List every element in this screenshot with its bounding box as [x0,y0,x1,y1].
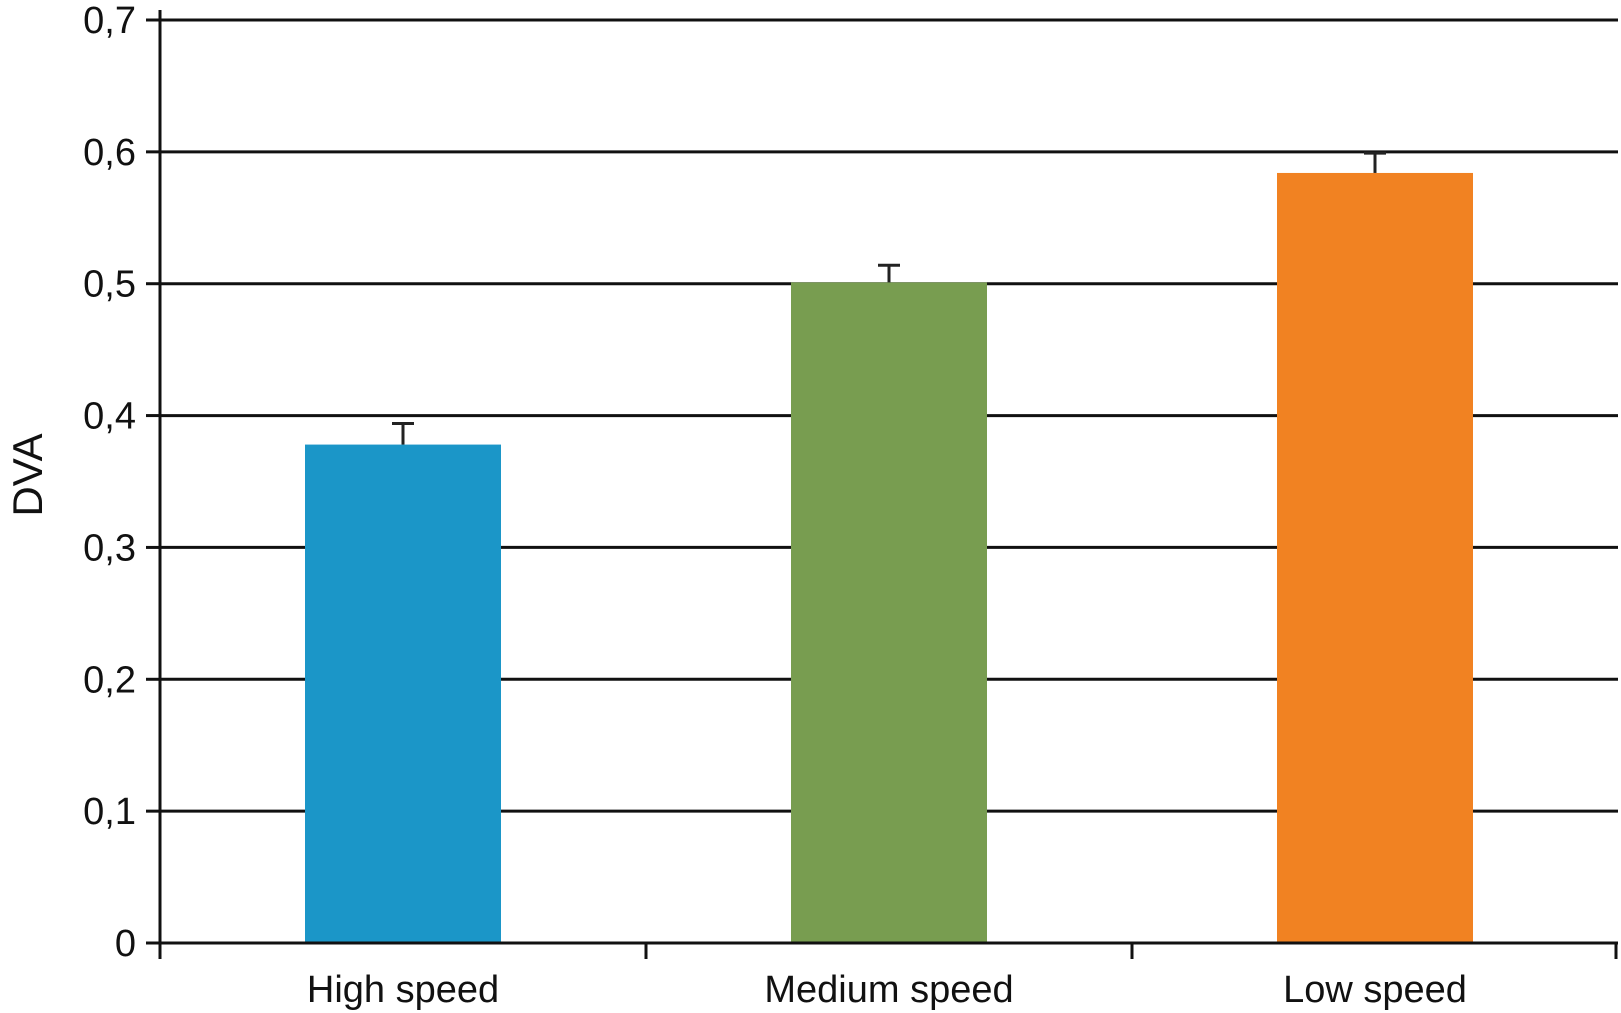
bar [305,444,501,943]
y-axis-title: DVA [4,433,51,516]
y-tick-label: 0,1 [83,791,136,833]
y-tick-label: 0,3 [83,527,136,569]
y-tick-label: 0,5 [83,264,136,306]
y-tick-label: 0,6 [83,132,136,174]
y-tick-labels: 0 0,1 0,2 0,3 0,4 0,5 0,6 0,7 [83,0,136,965]
y-tick-label: 0 [115,923,136,965]
y-tick-label: 0,4 [83,396,136,438]
axes [146,10,1618,959]
bar [1277,172,1473,943]
error-bars [392,151,1386,445]
x-tick-label: Low speed [1283,969,1467,1011]
bars [305,172,1473,943]
bar [791,282,987,943]
y-tick-label: 0,7 [83,0,136,42]
y-tick-label: 0,2 [83,659,136,701]
x-tick-labels: High speed Medium speed Low speed [307,969,1467,1011]
x-tick-label: Medium speed [764,969,1013,1011]
x-tick-label: High speed [307,969,499,1011]
